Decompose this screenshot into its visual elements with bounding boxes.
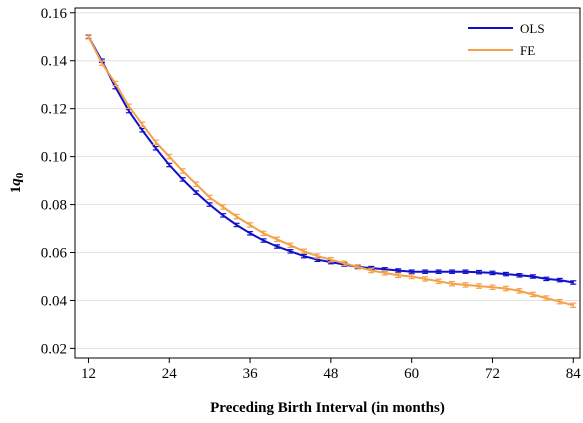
error-bar — [476, 269, 482, 275]
error-bar — [529, 274, 536, 279]
x-tick-label: 24 — [162, 366, 178, 382]
error-bar — [341, 260, 348, 267]
error-bar — [193, 190, 200, 195]
error-bar — [206, 202, 213, 207]
error-bar — [543, 295, 550, 301]
x-tick-label: 48 — [323, 366, 338, 382]
error-bar — [422, 276, 429, 282]
error-bar — [260, 230, 267, 237]
x-tick-label: 72 — [485, 366, 500, 382]
error-bar — [300, 253, 307, 259]
error-bar — [85, 34, 92, 40]
error-bar — [314, 253, 321, 259]
error-bar — [435, 278, 442, 285]
error-bar — [395, 268, 402, 273]
legend-label-ols: OLS — [520, 21, 545, 36]
error-bar — [98, 60, 105, 66]
error-bar — [354, 264, 361, 270]
error-bar — [233, 213, 240, 220]
error-bar — [166, 153, 173, 160]
y-tick-label: 0.06 — [41, 246, 68, 262]
y-tick-label: 0.10 — [41, 150, 67, 166]
error-bar — [220, 204, 227, 210]
legend: OLS FE — [468, 21, 545, 58]
y-axis-title-subscript: 0 — [14, 172, 26, 178]
error-bar — [260, 238, 267, 243]
error-bar — [502, 285, 509, 292]
error-bar — [476, 283, 482, 289]
error-bar — [287, 249, 294, 254]
series-layer — [85, 34, 577, 309]
error-bar — [408, 269, 415, 274]
y-tick-label: 0.12 — [41, 102, 67, 118]
x-tick-label: 84 — [566, 366, 582, 382]
x-tick-label: 12 — [81, 366, 96, 382]
y-axis-title-main: q — [8, 178, 24, 186]
error-bar — [556, 277, 563, 283]
error-bar — [556, 298, 563, 305]
x-tick-label: 36 — [243, 366, 259, 382]
error-bar — [381, 270, 388, 276]
error-bar — [408, 273, 415, 280]
error-bar — [570, 280, 577, 285]
error-bar — [327, 256, 334, 263]
error-bar — [125, 103, 132, 110]
error-bar — [220, 213, 227, 218]
error-bar — [247, 231, 254, 236]
error-bar — [152, 145, 159, 151]
y-tick-label: 0.02 — [41, 341, 67, 357]
error-bar — [287, 242, 294, 249]
error-bar — [516, 288, 523, 294]
error-bar — [489, 270, 496, 276]
grid-lines — [75, 12, 580, 349]
error-bar — [300, 248, 307, 255]
x-tick-label: 60 — [404, 366, 419, 382]
error-bar — [422, 269, 429, 274]
error-bar — [112, 80, 119, 87]
error-bar — [139, 121, 146, 128]
series-fe — [85, 34, 577, 309]
error-bar — [449, 280, 456, 287]
error-bar — [462, 282, 469, 288]
error-bar — [206, 194, 213, 201]
axes: 0.02 0.04 0.06 0.08 0.10 0.12 0.14 0.16 12 24 36 48… — [41, 6, 582, 382]
error-bar — [462, 269, 469, 274]
y-tick-label: 0.04 — [41, 293, 68, 309]
error-bar — [489, 284, 496, 291]
error-bar — [179, 168, 186, 174]
error-bar — [368, 267, 375, 274]
error-bar — [247, 222, 254, 228]
error-bar — [274, 236, 280, 243]
y-tick-label: 0.08 — [41, 198, 67, 214]
error-bar — [435, 269, 442, 274]
error-bar — [395, 272, 402, 279]
error-bar — [529, 291, 536, 298]
error-bar — [274, 244, 280, 249]
error-bar — [179, 177, 186, 182]
error-bar — [570, 302, 577, 309]
y-tick-label: 0.16 — [41, 6, 68, 22]
plot-frame — [74, 7, 581, 359]
legend-label-fe: FE — [520, 43, 535, 58]
y-axis-title-prefix: 1 — [8, 186, 24, 194]
error-bar — [152, 139, 159, 146]
error-bar — [449, 269, 456, 274]
error-bar — [193, 181, 200, 187]
error-bar — [543, 276, 550, 282]
x-axis-title: Preceding Birth Interval (in months) — [210, 400, 445, 416]
error-bar — [233, 222, 240, 228]
error-bar — [516, 273, 523, 278]
error-bar — [166, 162, 173, 168]
error-bar — [502, 271, 509, 277]
y-tick-label: 0.14 — [41, 54, 68, 70]
y-axis-title: 1q0 — [8, 172, 26, 193]
